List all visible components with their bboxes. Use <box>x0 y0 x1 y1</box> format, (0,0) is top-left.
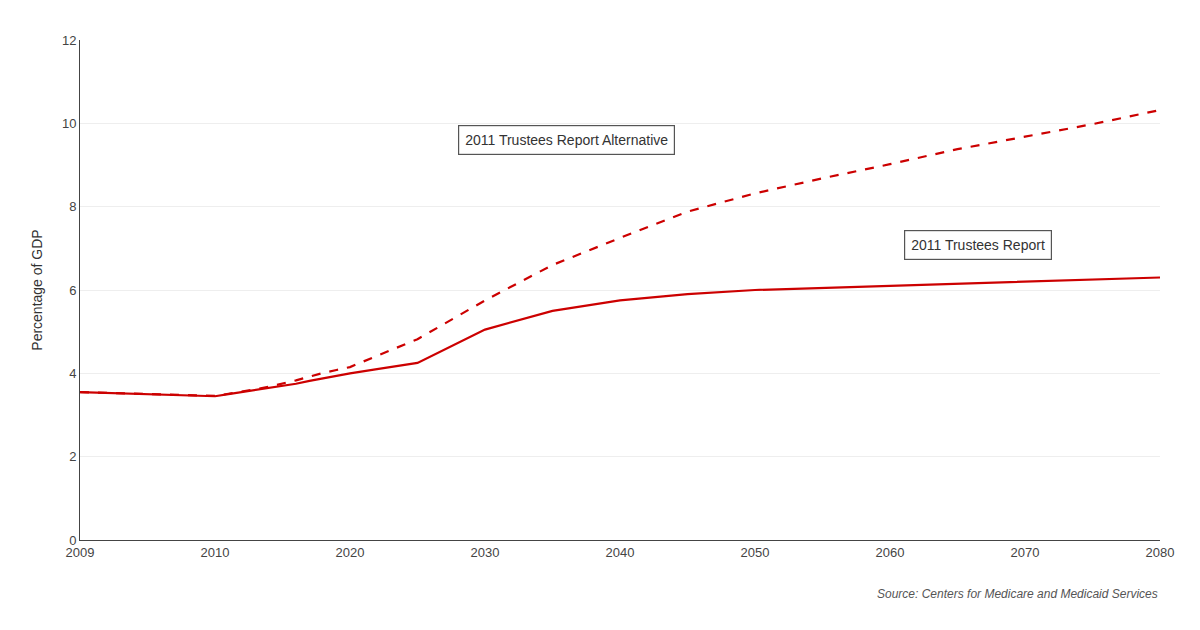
svg-text:Source: Centers for Medicare a: Source: Centers for Medicare and Medicai… <box>877 587 1158 601</box>
svg-text:10: 10 <box>62 116 76 131</box>
svg-text:12: 12 <box>62 33 76 48</box>
svg-text:2011 Trustees Report Alternati: 2011 Trustees Report Alternative <box>465 132 668 148</box>
svg-text:2011 Trustees Report: 2011 Trustees Report <box>911 237 1045 253</box>
svg-text:4: 4 <box>69 366 76 381</box>
svg-text:8: 8 <box>69 199 76 214</box>
svg-text:2020: 2020 <box>336 545 365 560</box>
svg-text:2080: 2080 <box>1146 545 1175 560</box>
svg-text:2030: 2030 <box>471 545 500 560</box>
svg-text:2040: 2040 <box>606 545 635 560</box>
svg-text:0: 0 <box>69 533 76 548</box>
svg-text:2070: 2070 <box>1011 545 1040 560</box>
svg-text:Percentage of GDP: Percentage of GDP <box>29 229 45 350</box>
svg-text:2: 2 <box>69 449 76 464</box>
svg-text:2050: 2050 <box>741 545 770 560</box>
svg-text:6: 6 <box>69 283 76 298</box>
svg-text:2010: 2010 <box>201 545 230 560</box>
svg-text:2009: 2009 <box>66 545 95 560</box>
svg-text:2060: 2060 <box>876 545 905 560</box>
